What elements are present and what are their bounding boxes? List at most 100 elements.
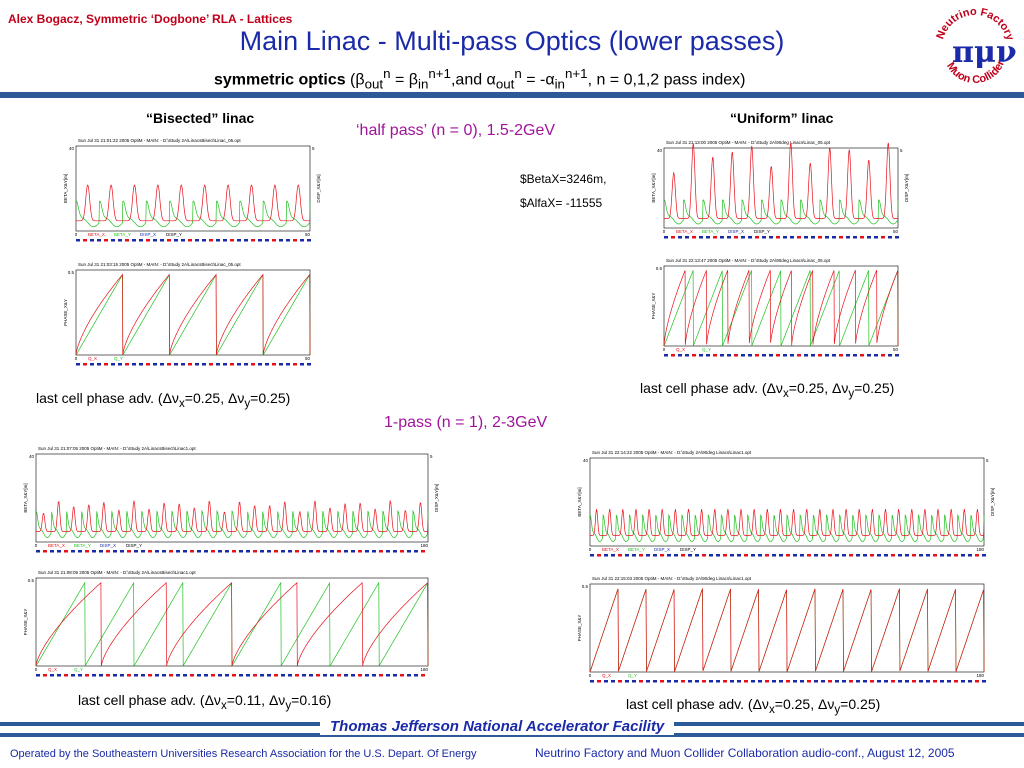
magnet-element bbox=[358, 674, 362, 677]
magnet-element bbox=[744, 680, 748, 683]
plot-header: Sun Jul 31 21:01:22 2005 OptiM - MAIN: -… bbox=[78, 138, 241, 143]
magnet-element bbox=[393, 550, 397, 553]
magnet-element bbox=[807, 680, 811, 683]
magnet-element bbox=[146, 239, 150, 242]
magnet-element bbox=[835, 680, 839, 683]
plot-xtick: 0 bbox=[589, 673, 592, 678]
plot-legend-item: Q_X bbox=[676, 347, 685, 352]
magnet-element bbox=[786, 680, 790, 683]
magnet-element bbox=[604, 680, 608, 683]
magnet-element bbox=[132, 363, 136, 366]
magnet-element bbox=[309, 550, 313, 553]
magnet-element bbox=[884, 680, 888, 683]
beta-note: $BetaX=3246m, bbox=[520, 172, 607, 186]
caption-bisected-half: last cell phase adv. (Δνx=0.25, Δνy=0.25… bbox=[36, 390, 291, 410]
magnet-element bbox=[776, 236, 780, 239]
magnet-element bbox=[202, 239, 206, 242]
plot-ylabel2: DISP_X&Y[m] bbox=[990, 488, 995, 516]
magnet-element bbox=[316, 674, 320, 677]
magnet-element bbox=[104, 363, 108, 366]
magnet-element bbox=[818, 354, 822, 357]
magnet-element bbox=[365, 674, 369, 677]
caption-x: 0.25 bbox=[782, 696, 811, 712]
magnet-element bbox=[842, 554, 846, 557]
plot-legend-item: Q_Y bbox=[702, 347, 711, 352]
magnet-element bbox=[190, 674, 194, 677]
magnet-element bbox=[695, 680, 699, 683]
plot-legend-item: Q_Y bbox=[628, 673, 637, 678]
magnet-element bbox=[414, 674, 418, 677]
magnet-element bbox=[741, 354, 745, 357]
plot-bisected-beta-1pass: Sun Jul 31 21:07:05 2005 OptiM - MAIN: -… bbox=[22, 442, 442, 560]
magnet-element bbox=[358, 550, 362, 553]
magnet-element bbox=[839, 354, 843, 357]
magnet-element bbox=[737, 680, 741, 683]
plot-legend-item: BETA_X bbox=[676, 229, 693, 234]
magnet-element bbox=[120, 550, 124, 553]
magnet-element bbox=[258, 363, 262, 366]
magnet-element bbox=[860, 236, 864, 239]
magnet-element bbox=[237, 239, 241, 242]
caption-uniform-half: last cell phase adv. (Δνx=0.25, Δνy=0.25… bbox=[640, 380, 895, 400]
magnet-element bbox=[961, 680, 965, 683]
magnet-element bbox=[888, 236, 892, 239]
magnet-element bbox=[699, 236, 703, 239]
phase-x-curve bbox=[663, 269, 899, 347]
magnet-element bbox=[216, 239, 220, 242]
magnet-element bbox=[940, 680, 944, 683]
magnet-element bbox=[779, 680, 783, 683]
caption-x: 0.11 bbox=[234, 692, 262, 708]
magnet-element bbox=[300, 363, 304, 366]
magnet-element bbox=[36, 674, 40, 677]
plot-uniform-phase-half: Sun Jul 31 22:13:47 2005 OptiM - MAIN: -… bbox=[650, 254, 912, 364]
magnet-element bbox=[695, 554, 699, 557]
magnet-element bbox=[905, 554, 909, 557]
magnet-element bbox=[849, 554, 853, 557]
magnet-element bbox=[825, 354, 829, 357]
magnet-element bbox=[779, 554, 783, 557]
magnet-element bbox=[232, 550, 236, 553]
magnet-element bbox=[846, 354, 850, 357]
magnet-element bbox=[975, 680, 979, 683]
plot-legend-item: BETA_Y bbox=[114, 232, 131, 237]
magnet-element bbox=[821, 680, 825, 683]
magnet-element bbox=[279, 239, 283, 242]
magnet-element bbox=[818, 236, 822, 239]
plot-legend-item: DISP_Y bbox=[166, 232, 182, 237]
magnet-element bbox=[188, 363, 192, 366]
plot-ylabel: BETA_X&Y[m] bbox=[63, 174, 68, 203]
plot-frame bbox=[75, 145, 311, 232]
caption-pre: last cell phase adv. (Δν bbox=[640, 380, 783, 396]
magnet-element bbox=[800, 554, 804, 557]
magnet-element bbox=[239, 674, 243, 677]
magnet-element bbox=[660, 680, 664, 683]
magnet-element bbox=[877, 680, 881, 683]
magnet-element bbox=[814, 680, 818, 683]
magnet-element bbox=[365, 550, 369, 553]
magnet-element bbox=[664, 236, 668, 239]
magnet-element bbox=[891, 680, 895, 683]
magnet-element bbox=[244, 363, 248, 366]
magnet-element bbox=[618, 680, 622, 683]
magnet-element bbox=[209, 239, 213, 242]
magnet-element bbox=[99, 550, 103, 553]
plot-xtick: 0 bbox=[663, 347, 666, 352]
magnet-element bbox=[681, 680, 685, 683]
magnet-element bbox=[769, 354, 773, 357]
author-line: Alex Bogacz, Symmetric ‘Dogbone’ RLA - L… bbox=[8, 12, 293, 26]
magnet-element bbox=[597, 680, 601, 683]
magnet-element bbox=[604, 554, 608, 557]
magnet-element bbox=[954, 680, 958, 683]
magnet-element bbox=[888, 354, 892, 357]
magnet-element bbox=[393, 674, 397, 677]
magnet-element bbox=[660, 554, 664, 557]
plot-ytick: 0.5 bbox=[68, 270, 75, 275]
magnet-element bbox=[230, 363, 234, 366]
subtitle-sub: out bbox=[495, 76, 515, 92]
plot-legend-item: BETA_X bbox=[88, 232, 105, 237]
magnet-element bbox=[611, 554, 615, 557]
magnet-element bbox=[797, 236, 801, 239]
beta-x-curve bbox=[76, 184, 310, 222]
beta-y-curve bbox=[589, 513, 985, 542]
magnet-element bbox=[160, 239, 164, 242]
